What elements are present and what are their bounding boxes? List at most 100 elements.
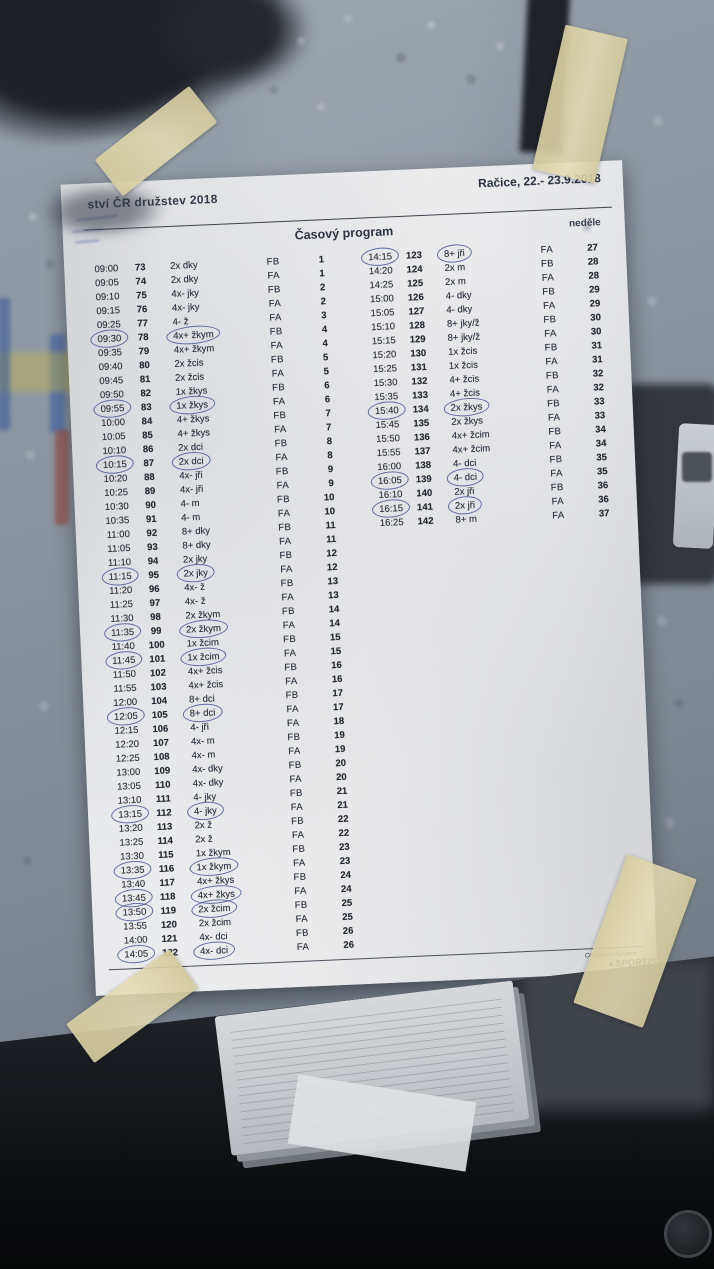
final-code: FB <box>549 454 563 466</box>
final-code: FB <box>545 370 560 382</box>
race-time: 09:10 <box>95 291 120 304</box>
final-code: FA <box>291 829 305 842</box>
race-time: 16:05 <box>377 475 403 488</box>
event-code: 4- dky <box>445 289 472 302</box>
block-number: 30 <box>590 312 602 324</box>
cell-final-code: FA <box>276 674 307 689</box>
schedule-table-left: 09:00 73 2x dky FB 1 09:05 74 2x dky FA … <box>78 253 370 964</box>
block-number: 28 <box>588 270 600 282</box>
schedule-table-right: 14:15 123 8+ jři FA 27 14:20 124 2x m FB… <box>352 241 614 532</box>
race-time: 09:45 <box>99 375 124 388</box>
block-number: 11 <box>326 533 337 546</box>
race-number: 129 <box>409 333 426 346</box>
block-number: 12 <box>326 547 338 560</box>
final-code: FA <box>292 857 306 870</box>
block-number: 29 <box>589 298 601 310</box>
final-code: FA <box>284 675 298 688</box>
race-number: 112 <box>156 807 172 820</box>
cell-event-code: 4x- dci <box>192 941 289 959</box>
cell-final-code: FA <box>274 618 305 633</box>
race-number: 132 <box>411 375 428 388</box>
race-time: 11:00 <box>106 528 131 541</box>
race-number: 99 <box>150 625 162 638</box>
final-code: FA <box>546 384 560 396</box>
event-code: 2x žcis <box>174 357 204 370</box>
race-number: 83 <box>140 401 152 414</box>
event-code: 4- dci <box>453 471 478 484</box>
block-number: 14 <box>328 603 340 616</box>
final-code: FA <box>294 885 308 898</box>
race-number: 135 <box>413 417 430 430</box>
final-code: FB <box>289 787 304 800</box>
cell-final-code: FA <box>282 800 313 815</box>
race-time: 09:30 <box>97 333 122 346</box>
cell-final-code: FA <box>260 311 291 326</box>
cell-final-code: FA <box>543 495 574 510</box>
event-code: 2x dci <box>178 455 204 468</box>
final-code: FA <box>550 468 564 480</box>
cell-race-number: 142 <box>403 514 448 530</box>
final-code: FB <box>540 258 555 270</box>
final-code: FA <box>290 801 304 814</box>
final-code: FB <box>284 661 298 674</box>
block-number: 25 <box>341 911 354 924</box>
block-number: 26 <box>342 925 354 938</box>
race-number: 118 <box>159 891 176 903</box>
event-code: 2x jky <box>183 567 209 580</box>
race-number: 101 <box>149 653 166 666</box>
final-code: FA <box>542 300 556 312</box>
cell-final-code: FA <box>538 383 569 398</box>
race-number: 76 <box>136 303 148 316</box>
race-time: 15:00 <box>369 293 395 306</box>
event-code: 4x- jky <box>171 301 200 314</box>
race-number: 123 <box>405 249 423 262</box>
block-number: 29 <box>588 284 600 296</box>
final-code: FB <box>266 256 280 268</box>
race-time: 09:55 <box>100 403 125 416</box>
final-code: FB <box>273 410 287 422</box>
race-number: 110 <box>154 779 171 792</box>
block-number: 7 <box>325 422 332 434</box>
block-number: 1 <box>318 254 325 266</box>
block-number: 19 <box>334 729 346 742</box>
race-time: 11:25 <box>109 598 134 611</box>
race-number: 80 <box>139 359 151 372</box>
race-time: 11:35 <box>110 626 135 639</box>
race-number: 114 <box>157 835 174 848</box>
final-code: FA <box>552 509 565 522</box>
block-number: 36 <box>597 480 609 492</box>
race-time: 15:15 <box>371 335 396 348</box>
cell-final-code: FB <box>537 369 568 384</box>
final-code: FB <box>294 899 308 912</box>
final-code: FA <box>272 396 286 408</box>
cell-final-code: FA <box>266 451 297 466</box>
race-number: 86 <box>142 443 154 456</box>
block-number: 21 <box>337 799 349 812</box>
race-number: 137 <box>414 445 431 458</box>
race-number: 127 <box>408 305 425 318</box>
final-code: FA <box>286 703 300 716</box>
race-number: 139 <box>415 473 432 486</box>
block-number: 17 <box>332 701 344 714</box>
final-code: FA <box>269 312 283 324</box>
event-code: 4+ žkys <box>176 413 210 426</box>
cell-final-code: FB <box>285 870 316 885</box>
race-time: 15:10 <box>371 321 396 334</box>
race-time: 15:30 <box>373 377 398 390</box>
race-number: 136 <box>413 431 431 444</box>
final-code: FB <box>544 342 558 354</box>
cell-final-code: FA <box>263 367 294 382</box>
final-code: FB <box>275 465 289 478</box>
race-number: 125 <box>407 277 424 290</box>
schedule-paper: ství ČR družstev 2018 Račice, 22.- 23.9.… <box>42 160 658 996</box>
race-number: 106 <box>152 723 169 736</box>
final-code: FB <box>550 481 564 494</box>
cell-block-number: 26 <box>318 939 355 955</box>
race-number: 100 <box>148 639 165 652</box>
block-number: 13 <box>327 589 339 602</box>
block-number: 28 <box>587 256 599 268</box>
race-number: 94 <box>147 555 159 568</box>
block-number: 17 <box>332 687 344 700</box>
final-code: FA <box>267 270 281 282</box>
race-time: 10:30 <box>104 500 129 514</box>
